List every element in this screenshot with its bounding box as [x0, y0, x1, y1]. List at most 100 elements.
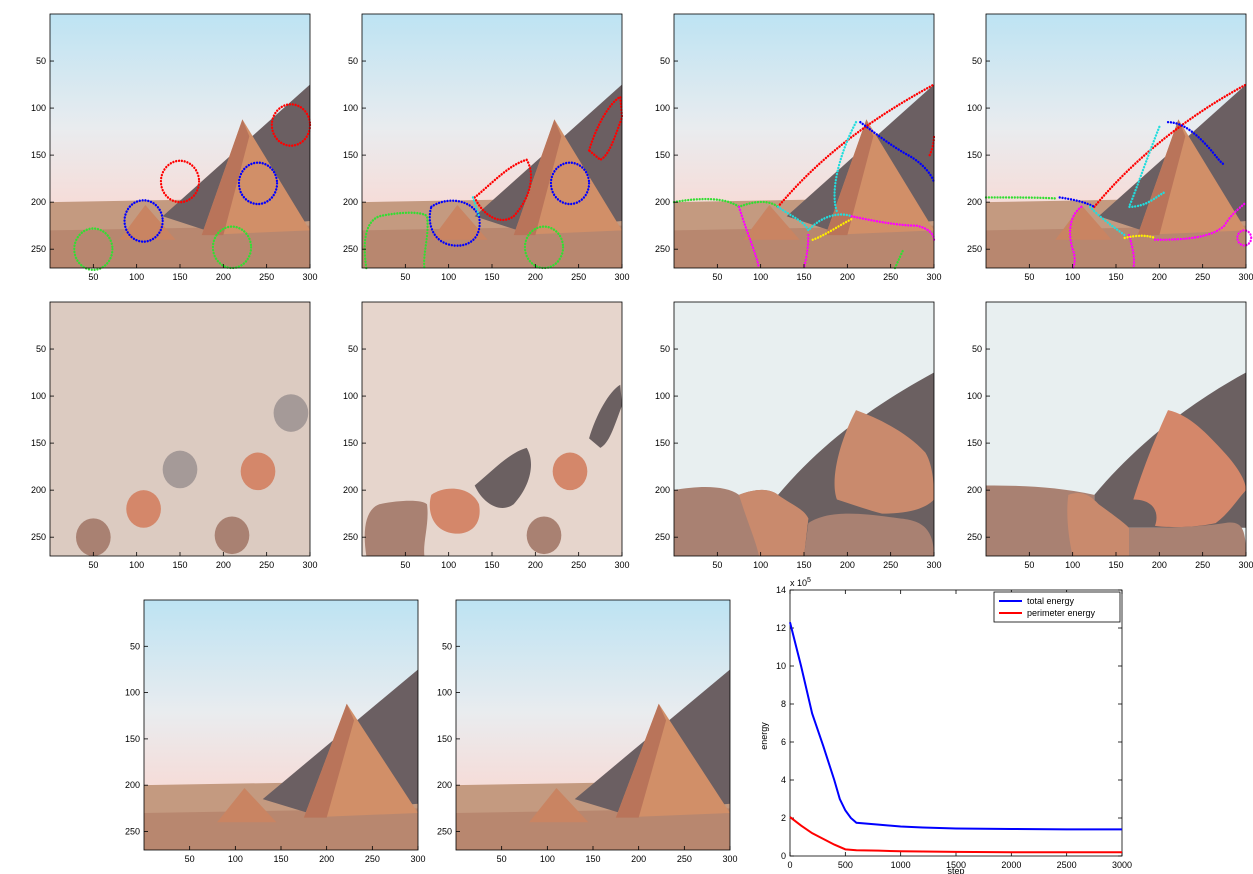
y-tick-label: 250: [437, 826, 452, 836]
seg-region: [76, 518, 111, 556]
seg-region: [240, 452, 276, 491]
x-tick-label: 250: [365, 854, 380, 864]
x-tick-label: 200: [528, 560, 543, 570]
y-tick-label: 200: [343, 197, 358, 207]
y-tick-label: 14: [776, 585, 786, 595]
x-tick-label: 250: [259, 560, 274, 570]
x-tick-label: 100: [129, 560, 144, 570]
pyramid-photo: [986, 14, 1246, 269]
x-tick-label: 100: [129, 272, 144, 282]
foreground-sand: [986, 225, 1246, 269]
contour-curve: [473, 158, 533, 222]
pyramid-small: [743, 204, 800, 240]
y-tick-label: 150: [967, 438, 982, 448]
y-tick-label: 250: [343, 244, 358, 254]
y-tick-label: 250: [343, 532, 358, 542]
x-tick-label: 100: [753, 560, 768, 570]
contour-curve: [811, 217, 853, 242]
pyramid-main-shade: [1137, 119, 1186, 236]
y-tick-label: 12: [776, 623, 786, 633]
x-tick-label: 250: [259, 272, 274, 282]
series-line-total-energy: [789, 622, 1122, 831]
x-tick-label: 50: [712, 560, 722, 570]
x-tick-label: 2000: [1001, 860, 1021, 870]
contour-circle: [549, 161, 591, 206]
contour-curve: [984, 196, 1057, 200]
x-tick-label: 200: [840, 560, 855, 570]
contour-curve: [1127, 233, 1136, 270]
y-tick-label: 100: [31, 103, 46, 113]
seg-background: [50, 302, 310, 556]
contour-curve: [428, 199, 481, 247]
y-tick-label: 100: [655, 391, 670, 401]
y-tick-label: 50: [36, 344, 46, 354]
image-axes: 50 100 150 200 250 300 50 100 150 200 250: [967, 301, 1253, 570]
x-tick-label: 150: [1108, 272, 1123, 282]
y-tick-label: 200: [125, 780, 140, 790]
panel-energy-chart: 0 500 1000 1500 2000 2500 3000 0 2 4 6 8 10 12 14 total…: [740, 574, 1140, 874]
x-tick-label: 200: [216, 560, 231, 570]
contour-curve: [776, 205, 853, 233]
segmentation: [986, 302, 1246, 556]
contour-curve: [1058, 196, 1096, 209]
contour-curve: [1166, 120, 1226, 166]
panel-image-2: 50 100 150 200 250 300 50 100 150 200 250: [422, 590, 742, 874]
pyramid-photo: [674, 14, 934, 269]
panel-seg-3: 50 100 150 200 250 300 50 100 150 200 250: [634, 296, 942, 576]
contour-curve: [587, 94, 624, 162]
seg-plot-3: 50 100 150 200 250 300 50 100 150 200 250: [655, 301, 942, 570]
y-tick-label: 100: [655, 103, 670, 113]
pyramid-small: [119, 204, 176, 240]
contour-curve: [1123, 234, 1157, 240]
contour-curve: [471, 196, 481, 218]
y-tick-label: 150: [343, 150, 358, 160]
y-tick-label: 250: [31, 244, 46, 254]
y-tick-label: 150: [655, 150, 670, 160]
y-tick-label: 50: [660, 344, 670, 354]
x-tick-label: 100: [1065, 560, 1080, 570]
x-tick-label: 50: [497, 854, 507, 864]
x-axis-label: step: [947, 866, 964, 874]
x-tick-label: 500: [838, 860, 853, 870]
seg-region: [364, 500, 428, 556]
series-line-perimeter-energy: [789, 816, 1122, 854]
pyramid-photo: [362, 14, 622, 269]
legend: total energy perimeter energy: [993, 591, 1121, 623]
x-tick-label: 300: [1238, 560, 1253, 570]
x-tick-label: 200: [1152, 272, 1167, 282]
y-tick-label: 250: [967, 244, 982, 254]
x-tick-label: 150: [585, 854, 600, 864]
contour-circle: [237, 161, 279, 206]
y-tick-label: 0: [781, 851, 786, 861]
panel-contour-4: 50 100 150 200 250 300 50 100 150 200 250: [946, 8, 1253, 288]
y-tick-label: 50: [130, 641, 140, 651]
contour-curve: [859, 120, 936, 185]
image-plot-1: 50 100 150 200 250 300 50 100 150 200 250: [125, 599, 426, 864]
contour-plot-4: 50 100 150 200 250 300 50 100 150 200 250: [967, 13, 1253, 282]
seg-region: [986, 485, 1095, 556]
y-tick-label: 8: [781, 699, 786, 709]
y-tick-label: 50: [442, 641, 452, 651]
legend-box: [993, 591, 1121, 623]
y-tick-label: 200: [655, 485, 670, 495]
y-tick-label: 2: [781, 813, 786, 823]
pyramid-main-shade: [615, 703, 667, 818]
seg-region: [273, 394, 309, 432]
contours: [984, 83, 1253, 270]
y-tick-label: 250: [655, 244, 670, 254]
pyramid-photo: [144, 600, 418, 850]
contour-curve: [1093, 83, 1248, 209]
contour-curve: [363, 211, 429, 270]
x-tick-label: 50: [400, 272, 410, 282]
x-tick-label: 200: [216, 272, 231, 282]
y-tick-label: 100: [437, 688, 452, 698]
segmentation: [50, 302, 310, 556]
seg-region: [429, 488, 480, 534]
segmentation: [674, 302, 934, 556]
x-tick-label: 200: [319, 854, 334, 864]
y-tick-label: 150: [343, 438, 358, 448]
x-tick-label: 300: [722, 854, 737, 864]
x-tick-label: 250: [883, 560, 898, 570]
foreground-sand: [456, 808, 730, 850]
y-tick-label: 200: [655, 197, 670, 207]
